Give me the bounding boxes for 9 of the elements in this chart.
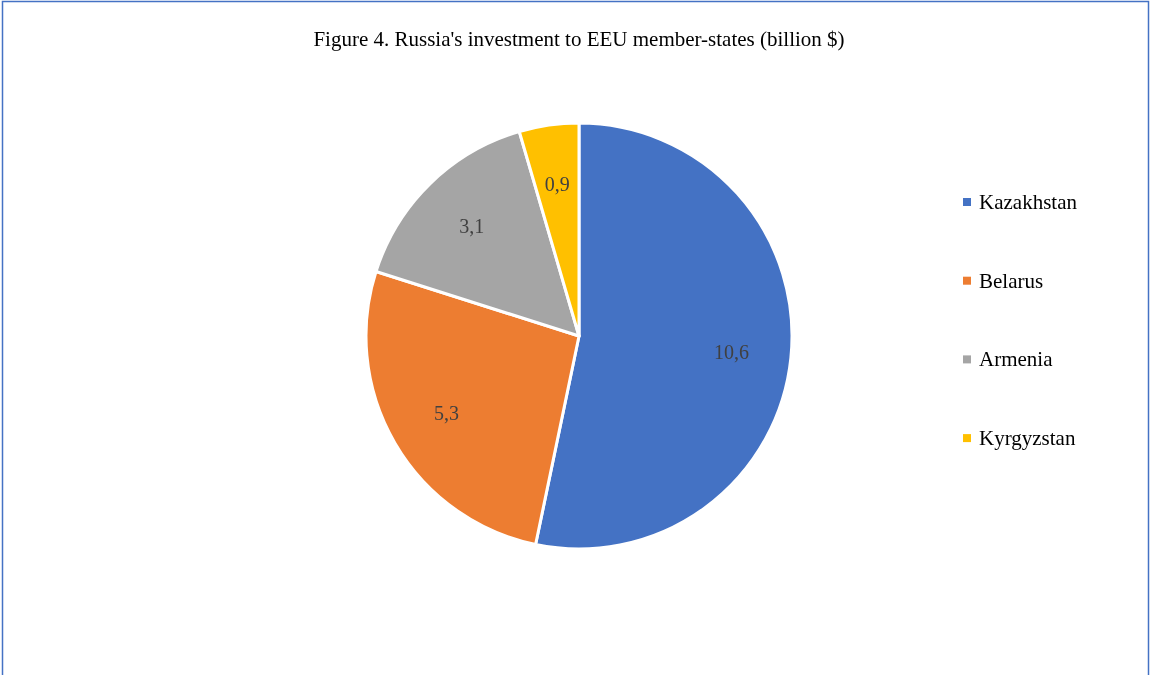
legend-label: Kazakhstan: [979, 190, 1078, 214]
legend-label: Kyrgyzstan: [979, 426, 1076, 451]
data-label: 10,6: [714, 340, 750, 363]
data-label: 0,9: [544, 173, 570, 196]
legend-label: Belarus: [979, 268, 1044, 293]
legend-label: Armenia: [979, 347, 1054, 372]
data-label: 5,3: [434, 402, 460, 425]
data-label: 3,1: [459, 215, 485, 238]
chart-title: Figure 4. Russia's investment to EEU member-states (billion $): [313, 27, 845, 51]
